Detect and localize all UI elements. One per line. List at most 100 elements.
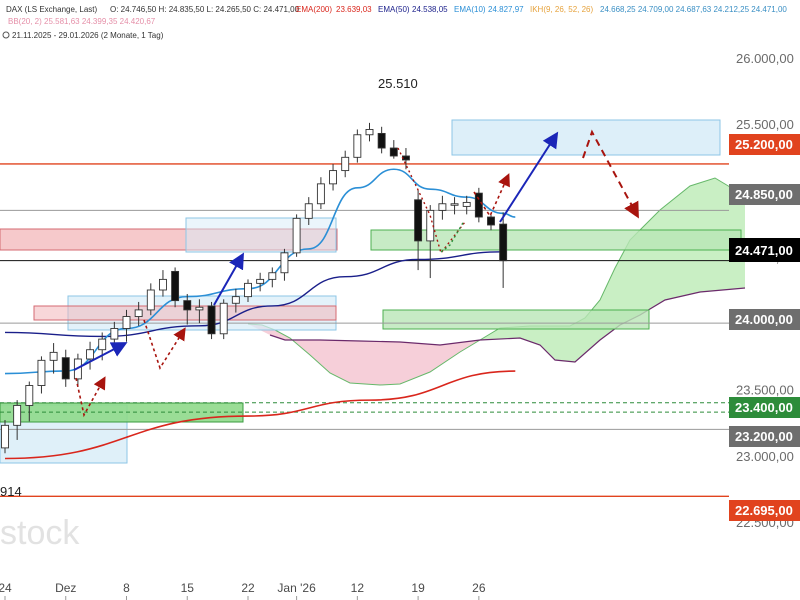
candle-body-bear	[414, 199, 423, 242]
y-tick-label: 25.500,00	[736, 117, 794, 132]
cloud-bearish	[248, 324, 480, 385]
candle-body-bull	[195, 306, 204, 311]
x-tick-label: 8	[123, 581, 130, 595]
price-box-24850	[729, 184, 800, 205]
candle-body-bull	[13, 404, 22, 426]
x-tick-label: Dez	[55, 581, 76, 595]
candle	[353, 129, 362, 163]
x-tick-label: Jan '26	[277, 581, 316, 595]
ema10-value: 24.827,97	[488, 5, 524, 14]
price-box-22695	[729, 500, 800, 521]
candle	[1, 420, 9, 454]
chart-header: DAX (LS Exchange, Last) O: 24.746,50 H: …	[2, 5, 787, 40]
level-lines	[0, 163, 729, 497]
candle	[377, 126, 386, 154]
forecast-up-arrow-1	[73, 342, 128, 371]
x-tick-label: 15	[181, 581, 195, 595]
price-box-22695-label: 22.695,00	[735, 503, 793, 518]
candle-body-bull	[86, 349, 95, 360]
candle-body-bear	[474, 192, 483, 218]
candle-body-bull	[292, 217, 301, 254]
candle-body-bull	[49, 351, 58, 361]
candle	[450, 197, 459, 215]
candle	[244, 279, 252, 302]
price-boxes: 25.200,00 24.850,00 24.471,00 24.000,00 …	[729, 134, 800, 521]
candle	[183, 293, 192, 325]
price-box-25200-label: 25.200,00	[735, 137, 793, 152]
x-tick-label: 24	[0, 581, 12, 595]
price-box-23400	[729, 397, 800, 418]
price-box-current-label: 24.471,00	[735, 243, 793, 258]
candles	[1, 122, 508, 454]
forecast-up-arrow-3	[499, 131, 559, 223]
candle	[414, 190, 423, 271]
candle-body-bull	[304, 203, 313, 219]
candle-body-bear	[499, 223, 508, 262]
candle-body-bull	[450, 203, 459, 206]
candle-body-bear	[183, 300, 192, 311]
x-tick-label: 19	[411, 581, 425, 595]
forecast-down-main	[582, 129, 639, 219]
candle	[25, 381, 34, 422]
candle	[49, 343, 58, 374]
ikh-label: IKH(9, 26, 52, 26)	[530, 5, 593, 14]
candle-body-bull	[244, 282, 252, 298]
candle	[474, 187, 483, 223]
price-box-25200	[729, 134, 800, 155]
candle	[256, 272, 265, 292]
x-axis: 24 Dez 8 15 22 Jan '26 12 19 26	[0, 581, 486, 600]
forecast-dip-2	[143, 319, 186, 370]
clock-icon	[2, 31, 10, 39]
candle-body-bull	[256, 278, 265, 284]
candle	[61, 349, 70, 387]
ema10-label: EMA(10)	[454, 5, 486, 14]
candle-body-bull	[219, 302, 228, 335]
candle-body-bull	[110, 328, 119, 340]
price-box-24000-label: 24.000,00	[735, 312, 793, 327]
x-tick-label: 12	[351, 581, 365, 595]
price-box-24000	[729, 309, 800, 330]
candle	[304, 197, 313, 225]
x-tick-label: 22	[241, 581, 255, 595]
candle	[122, 309, 131, 342]
zone-boxes	[0, 119, 742, 464]
candle	[462, 195, 471, 215]
candle	[134, 301, 143, 326]
candle-body-bear	[61, 357, 70, 380]
ema200-value: 23.639,03	[336, 5, 372, 14]
candle	[86, 341, 95, 370]
y-tick-label: 23.500,00	[736, 383, 794, 398]
candle	[195, 299, 204, 324]
price-box-24850-label: 24.850,00	[735, 187, 793, 202]
ohlc-values: O: 24.746,50 H: 24.835,50 L: 24.265,50 C…	[110, 5, 300, 14]
candle	[329, 163, 337, 191]
resistance-zone-upper	[451, 119, 721, 156]
candle	[280, 248, 289, 281]
candle	[158, 270, 167, 297]
candle-body-bull	[353, 134, 362, 158]
candle-body-bull	[98, 338, 107, 351]
ema200-label: EMA(200)	[296, 5, 332, 14]
candle-body-bear	[171, 270, 180, 302]
y-tick-label: 26.000,00	[736, 51, 794, 66]
candle-body-bull	[25, 385, 34, 406]
candle-body-bull	[341, 156, 350, 172]
ema50-label: EMA(50)	[378, 5, 410, 14]
candle-body-bull	[329, 170, 337, 185]
low-annotation: 914	[0, 484, 22, 499]
candle	[171, 267, 180, 308]
forecast-up-arrow-2	[213, 252, 244, 306]
candle-body-bear	[487, 216, 495, 226]
candle-body-bull	[134, 309, 143, 317]
candle	[499, 212, 508, 288]
bb-values: 25.581,63 24.399,35 24.420,67	[44, 17, 156, 26]
candle-body-bull	[158, 278, 167, 291]
forecast-paths	[73, 129, 639, 418]
candle-body-bear	[207, 305, 216, 335]
price-box-23200	[729, 426, 800, 447]
instrument-name: DAX (LS Exchange, Last)	[6, 5, 97, 14]
candle	[219, 299, 228, 340]
candle	[231, 288, 240, 313]
support-zone-24000	[382, 309, 650, 330]
